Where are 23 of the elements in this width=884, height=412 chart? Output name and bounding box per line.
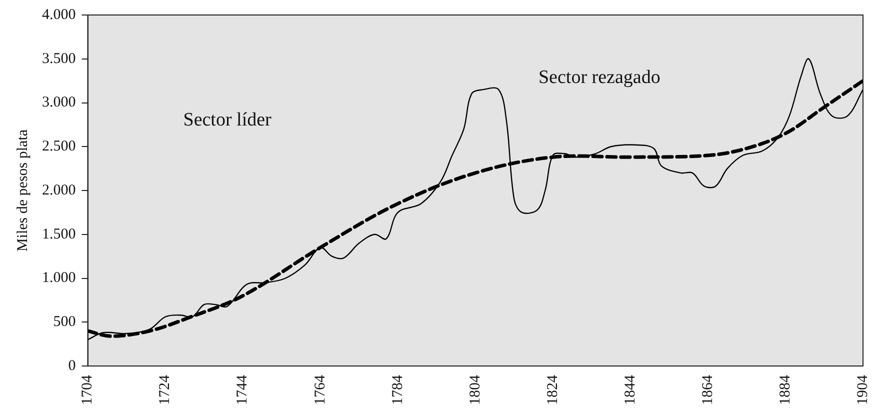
x-tick-label: 1864 <box>700 374 716 405</box>
x-tick-label: 1804 <box>467 374 484 405</box>
y-tick-label: 4.000 <box>42 6 76 23</box>
y-tick-label: 500 <box>53 314 76 330</box>
x-tick-label: 1904 <box>854 374 871 405</box>
x-tick-label: 1764 <box>312 374 328 405</box>
y-tick-label: 0 <box>68 358 76 374</box>
y-tick-label: 2.500 <box>42 138 76 155</box>
y-tick-label: 3.000 <box>42 94 76 111</box>
x-tick-label: 1744 <box>234 374 251 405</box>
annotation: Sector rezagado <box>538 67 660 88</box>
x-tick-label: 1844 <box>622 374 638 405</box>
y-tick-label: 1.000 <box>42 270 76 286</box>
y-tick-label: 2.000 <box>42 182 76 198</box>
annotation: Sector líder <box>183 109 272 130</box>
y-axis-title: Miles de pesos plata <box>14 129 31 252</box>
x-tick-label: 1824 <box>544 374 561 405</box>
y-tick-label: 1.500 <box>42 226 76 242</box>
x-tick-label: 1884 <box>777 374 794 405</box>
y-tick-label: 3.500 <box>42 50 76 67</box>
x-tick-label: 1784 <box>390 374 406 405</box>
x-tick-label: 1704 <box>80 374 96 405</box>
x-tick-label: 1724 <box>157 374 174 405</box>
